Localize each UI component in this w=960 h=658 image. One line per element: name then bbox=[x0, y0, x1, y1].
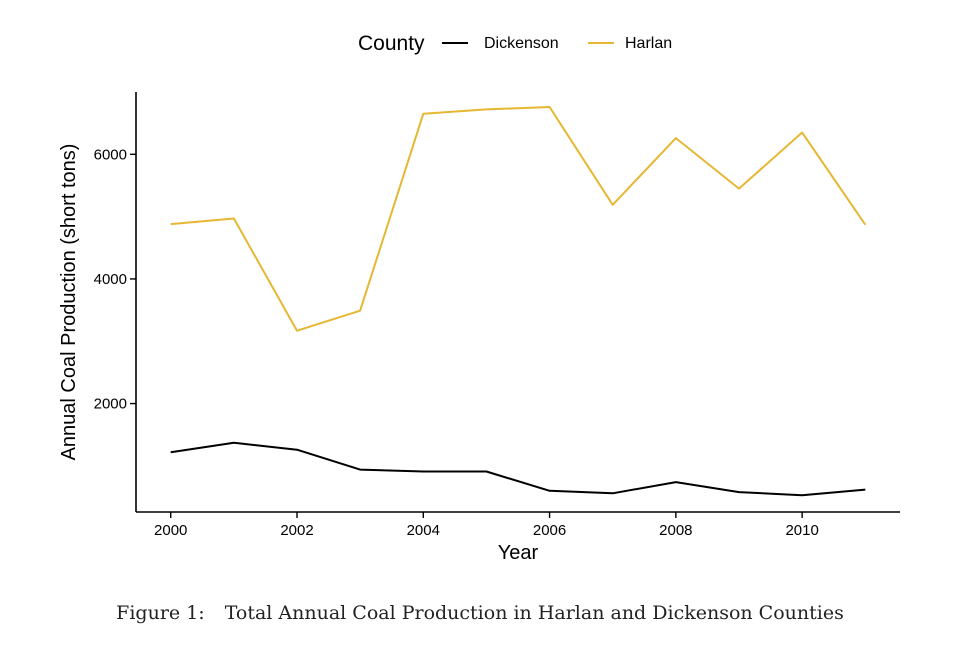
x-tick-label: 2006 bbox=[533, 522, 566, 539]
legend-label-harlan: Harlan bbox=[625, 35, 672, 52]
x-tick-label: 2002 bbox=[280, 522, 313, 539]
y-axis-ticks: 2000 4000 6000 bbox=[94, 146, 136, 413]
series-lines bbox=[170, 106, 867, 497]
y-tick-label: 4000 bbox=[94, 271, 127, 288]
x-axis-ticks: 2000 2002 2004 2006 2008 2010 bbox=[154, 512, 819, 539]
y-tick-label: 6000 bbox=[94, 146, 127, 163]
series-line-dickenson bbox=[170, 441, 866, 497]
x-tick-label: 2008 bbox=[659, 522, 692, 539]
legend-title: County bbox=[358, 32, 425, 55]
x-tick-label: 2004 bbox=[407, 522, 440, 539]
x-tick-label: 2010 bbox=[785, 522, 818, 539]
x-axis-title: Year bbox=[498, 542, 539, 564]
y-tick-label: 2000 bbox=[94, 396, 127, 413]
figure-caption: Figure 1: Total Annual Coal Production in… bbox=[0, 602, 960, 624]
x-tick-label: 2000 bbox=[154, 522, 187, 539]
series-line-harlan bbox=[170, 106, 867, 332]
caption-text: Total Annual Coal Production in Harlan a… bbox=[224, 602, 844, 624]
caption-label: Figure 1: bbox=[116, 602, 205, 624]
legend-label-dickenson: Dickenson bbox=[484, 35, 559, 52]
y-axis-title: Annual Coal Production (short tons) bbox=[58, 144, 80, 461]
legend: County Dickenson Harlan bbox=[358, 32, 672, 55]
